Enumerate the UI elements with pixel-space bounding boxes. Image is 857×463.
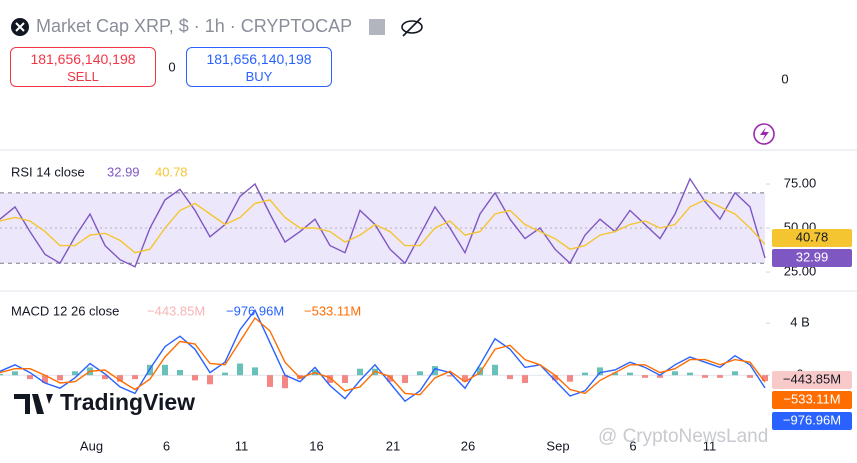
logo-mark [14, 394, 53, 414]
histogram-bar [57, 375, 63, 381]
y-tick-label: 25.00 [784, 263, 817, 278]
x-tick-label: 11 [703, 438, 717, 453]
hide-icon-slash [402, 17, 422, 37]
hide-icon[interactable] [401, 20, 423, 34]
histogram-bar [237, 363, 243, 376]
symbol-icon-x [15, 22, 25, 32]
histogram-bar [222, 372, 228, 376]
histogram-bar [747, 375, 753, 378]
histogram-bar [177, 370, 183, 376]
histogram-bar [132, 375, 138, 380]
histogram-bar [207, 375, 213, 385]
histogram-bar [687, 372, 693, 376]
x-tick-label: 6 [629, 438, 636, 453]
buy-button[interactable]: 181,656,140,198 BUY [186, 47, 332, 87]
histogram-bar [567, 375, 573, 382]
series-line [0, 308, 766, 403]
buy-label: BUY [245, 69, 273, 84]
histogram-bar [162, 364, 168, 376]
alert-icon[interactable] [753, 123, 775, 145]
x-tick-label: 16 [309, 438, 323, 453]
logo-text: TradingView [60, 389, 195, 415]
spread: 0 [168, 59, 175, 74]
axis-value-label: −443.85M [783, 371, 841, 386]
y-tick-label: 75.00 [784, 175, 817, 190]
histogram-bar [522, 375, 528, 383]
axis-value-box [772, 371, 852, 389]
histogram-bar [327, 375, 333, 383]
histogram-bar [417, 371, 423, 376]
histogram-bar [492, 364, 498, 376]
histogram-bar [657, 375, 663, 378]
histogram-bar [762, 375, 768, 381]
signal-value: −533.11M [304, 303, 361, 318]
y-tick-label: 4 B [790, 315, 810, 330]
watermark: @ CryptoNewsLand [598, 426, 768, 447]
axis-value-box [772, 229, 852, 247]
histogram-bar [12, 371, 18, 376]
histogram-bar [627, 372, 633, 376]
rsi-value: 32.99 [107, 164, 140, 179]
histogram-bar [27, 375, 33, 380]
histogram-bar [72, 371, 78, 376]
histogram-bar [282, 375, 288, 389]
histogram-bar [642, 375, 648, 378]
x-tick-label: 21 [386, 438, 400, 453]
x-tick-label: 11 [235, 438, 249, 453]
histogram-bar [402, 375, 408, 383]
x-tick-label: Sep [546, 438, 569, 453]
buy-price: 181,656,140,198 [206, 51, 312, 67]
histogram-bar [447, 375, 453, 377]
sell-price: 181,656,140,198 [30, 51, 136, 67]
flag-icon[interactable] [369, 19, 385, 35]
histogram-bar [117, 375, 123, 382]
histogram-bar [432, 366, 438, 376]
axis-value-box [772, 412, 852, 430]
histogram-bar [387, 375, 393, 382]
histogram-bar [507, 375, 513, 380]
price-tick-label: 0 [781, 71, 788, 86]
axis-value-label: 40.78 [796, 229, 829, 244]
histogram-bar [717, 375, 723, 378]
sell-button[interactable]: 181,656,140,198 SELL [10, 47, 156, 87]
series-line [0, 199, 766, 254]
x-tick-label: 26 [461, 438, 475, 453]
histogram-bar [582, 372, 588, 376]
histogram-bar [477, 367, 483, 376]
axis-value-label: −976.96M [783, 412, 841, 427]
histogram-bar [267, 375, 273, 387]
series-line [0, 316, 766, 396]
axis-value-label: −533.11M [783, 391, 840, 406]
histogram-bar [552, 375, 558, 381]
macd-hist-value: −443.85M [147, 303, 205, 318]
rsi-title: RSI 14 close [11, 164, 85, 179]
histogram-bar [702, 375, 708, 378]
sell-label: SELL [67, 69, 99, 84]
alert-bolt [760, 127, 769, 141]
x-tick-label: 6 [163, 438, 170, 453]
histogram-bar [42, 375, 48, 383]
histogram-bar [102, 375, 108, 380]
series-line [0, 177, 766, 268]
histogram-bar [342, 375, 348, 383]
histogram-bar [672, 371, 678, 376]
histogram-bar [462, 375, 468, 382]
axis-value-box [772, 249, 852, 267]
histogram-bar [357, 368, 363, 376]
histogram-bar [252, 367, 258, 376]
histogram-bar [192, 375, 198, 381]
x-tick-label: Aug [80, 438, 103, 453]
logo: TradingView [14, 389, 195, 415]
macd-title: MACD 12 26 close [11, 303, 119, 318]
axis-value-box [772, 391, 852, 409]
histogram-bar [732, 371, 738, 376]
histogram-bar [0, 373, 3, 376]
rsi-ma-value: 40.78 [155, 164, 188, 179]
histogram-bar [612, 372, 618, 376]
histogram-bar [597, 367, 603, 376]
chart-title: Market Cap XRP, $ · 1h · CRYPTOCAP [36, 16, 352, 36]
axis-value-label: 32.99 [796, 249, 829, 264]
